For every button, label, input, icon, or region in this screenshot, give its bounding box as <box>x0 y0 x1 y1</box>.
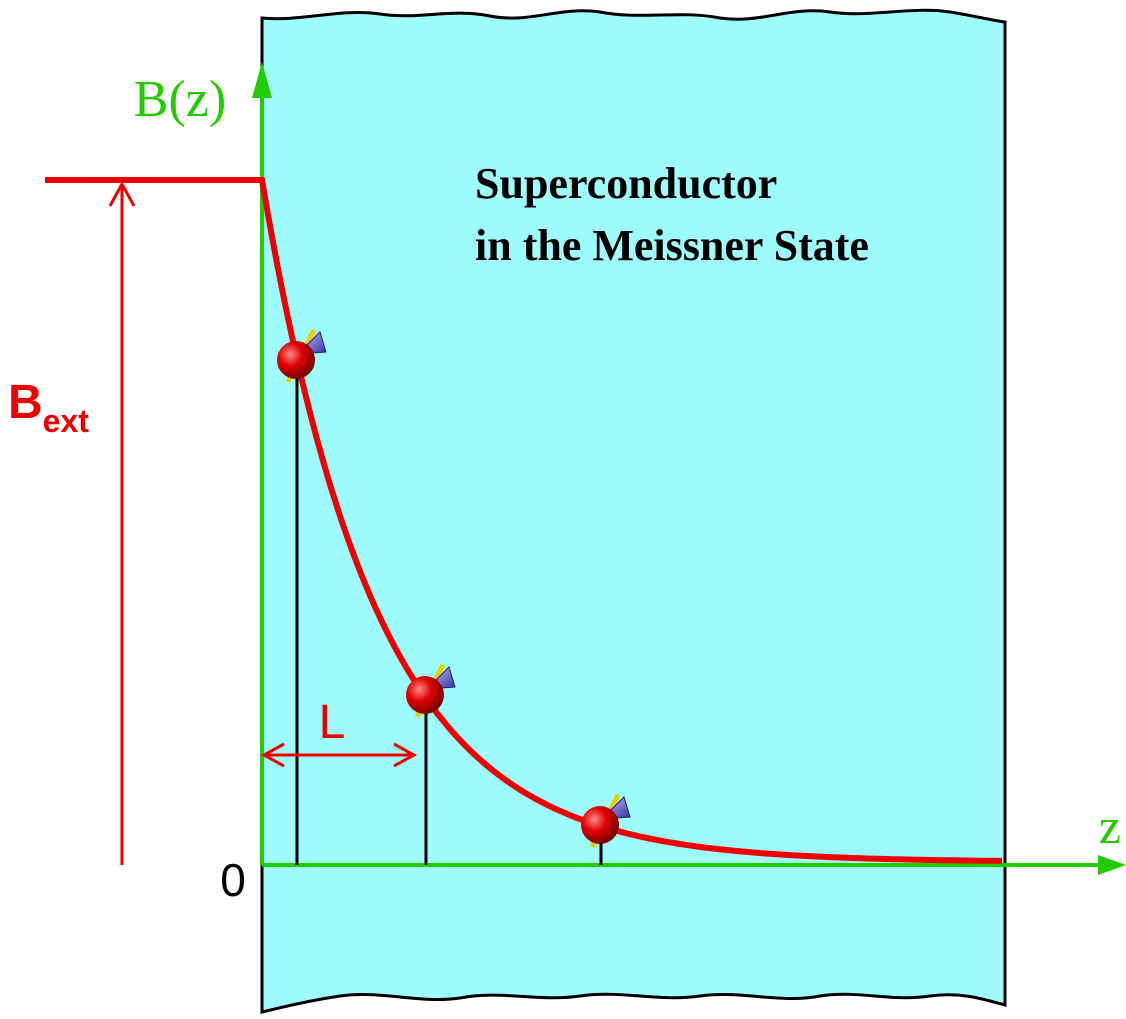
superconductor-slab <box>260 8 1007 1014</box>
y-axis-label: B(z) <box>134 71 226 128</box>
depth-label: L <box>319 696 346 749</box>
x-axis-label: z <box>1099 798 1121 854</box>
y-axis-arrow <box>252 62 272 98</box>
depth-arrow-head <box>260 742 418 768</box>
bext-label: Bext <box>8 376 89 439</box>
bext-subscript: ext <box>43 403 90 439</box>
bext-symbol: B <box>8 376 43 429</box>
region-subtitle: in the Meissner State <box>475 221 869 270</box>
region-title: Superconductor <box>475 159 777 208</box>
origin-label: 0 <box>220 854 246 906</box>
bext-arrow-head <box>108 180 136 207</box>
x-axis-arrow <box>1098 855 1126 875</box>
field-profile <box>45 177 1002 864</box>
